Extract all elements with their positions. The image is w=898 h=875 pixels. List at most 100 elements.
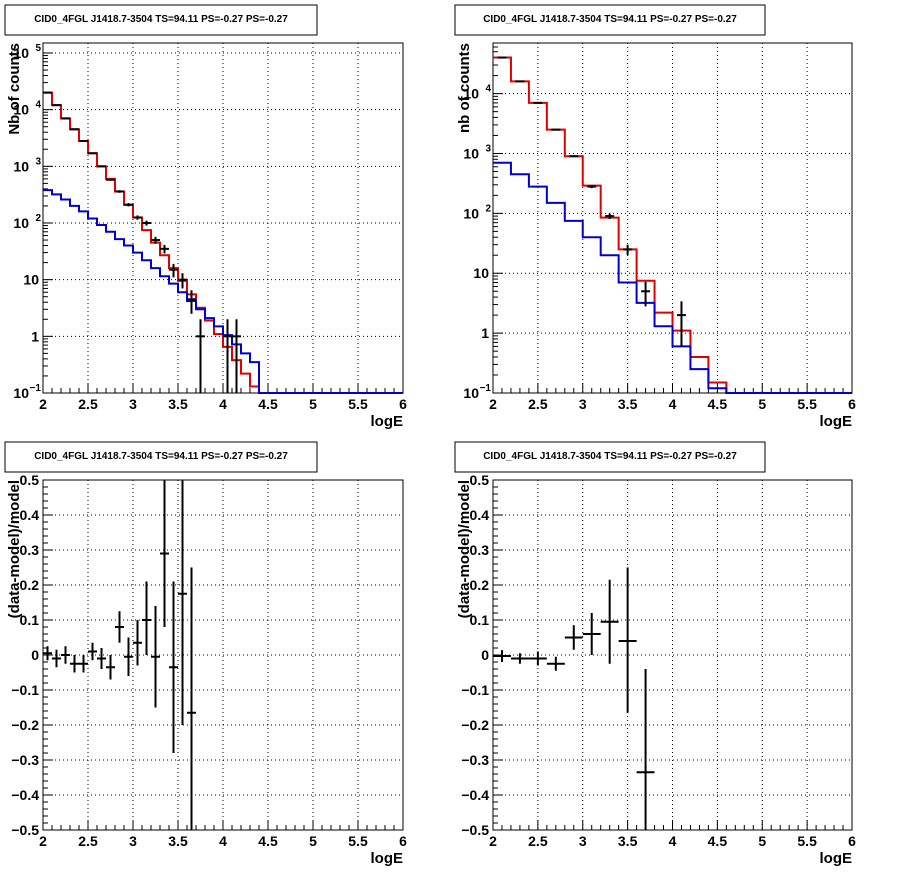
y-axis-label: nb of counts bbox=[456, 43, 473, 133]
x-tick-label: 4 bbox=[669, 833, 677, 849]
y-tick-label: 0.3 bbox=[470, 542, 490, 558]
data-point bbox=[493, 650, 511, 662]
data-point bbox=[169, 263, 178, 278]
x-tick-label: 4 bbox=[669, 396, 677, 412]
y-tick-label: 0.1 bbox=[20, 612, 40, 628]
data-point bbox=[178, 273, 187, 289]
x-tick-label: 3 bbox=[129, 396, 137, 412]
x-tick-label: 3.5 bbox=[618, 396, 638, 412]
x-tick-label: 2.5 bbox=[528, 396, 548, 412]
y-tick-label: 0.2 bbox=[470, 577, 490, 593]
y-tick-exponent: 3 bbox=[485, 143, 491, 154]
data-point bbox=[587, 185, 597, 189]
y-tick-label: −0.5 bbox=[461, 822, 489, 838]
y-tick-label: 10 bbox=[13, 45, 29, 61]
y-tick-label: 0.4 bbox=[470, 507, 490, 523]
y-tick-label: 10 bbox=[13, 158, 29, 174]
data-point bbox=[600, 579, 619, 664]
data-point bbox=[569, 155, 579, 158]
y-tick-label: 0.5 bbox=[20, 472, 40, 488]
data-point bbox=[641, 281, 651, 307]
x-tick-label: 6 bbox=[399, 833, 407, 849]
data-point bbox=[528, 651, 547, 666]
y-tick-label: 10 bbox=[13, 385, 29, 401]
chart-panel-3: CID0_4FGL J1418.7-3504 TS=94.11 PS=-0.27… bbox=[4, 441, 407, 867]
y-tick-label: −0.3 bbox=[461, 752, 489, 768]
y-tick-label: −0.3 bbox=[11, 752, 39, 768]
data-point bbox=[196, 319, 205, 393]
x-tick-label: 5.5 bbox=[797, 396, 817, 412]
data-point bbox=[623, 244, 633, 256]
x-tick-label: 6 bbox=[848, 396, 856, 412]
x-tick-label: 2 bbox=[489, 396, 497, 412]
y-tick-label: 10 bbox=[463, 86, 479, 102]
y-tick-label: 10 bbox=[463, 385, 479, 401]
x-tick-label: 3 bbox=[129, 833, 137, 849]
title-box bbox=[454, 441, 766, 473]
data-point bbox=[151, 606, 160, 708]
data-point bbox=[142, 220, 151, 226]
data-point bbox=[636, 669, 655, 830]
x-axis-label: logE bbox=[820, 850, 853, 867]
x-tick-label: 3.5 bbox=[168, 833, 188, 849]
data-point bbox=[133, 620, 142, 666]
y-tick-label: 0.4 bbox=[20, 507, 40, 523]
y-tick-exponent: 4 bbox=[35, 100, 41, 111]
x-tick-label: 4.5 bbox=[708, 833, 728, 849]
y-tick-label: 0.2 bbox=[20, 577, 40, 593]
x-tick-label: 4 bbox=[219, 396, 227, 412]
data-point bbox=[187, 290, 196, 314]
y-tick-label: 10 bbox=[13, 215, 29, 231]
data-point bbox=[61, 646, 70, 664]
x-tick-label: 5 bbox=[309, 396, 317, 412]
data-point bbox=[115, 611, 124, 643]
x-tick-label: 2.5 bbox=[78, 833, 98, 849]
data-point bbox=[232, 319, 241, 393]
y-tick-exponent: 4 bbox=[485, 84, 491, 95]
chart-panel-2: CID0_4FGL J1418.7-3504 TS=94.11 PS=-0.27… bbox=[454, 4, 856, 430]
chart-panel-1: CID0_4FGL J1418.7-3504 TS=94.11 PS=-0.27… bbox=[4, 4, 407, 430]
data-point bbox=[582, 613, 601, 655]
data-point bbox=[551, 128, 561, 131]
data-point bbox=[97, 165, 106, 168]
chart-title: CID0_4FGL J1418.7-3504 TS=94.11 PS=-0.27… bbox=[483, 451, 737, 462]
data-point bbox=[97, 648, 106, 669]
data-point bbox=[187, 567, 196, 830]
data-point bbox=[160, 244, 169, 254]
y-tick-label: −0.1 bbox=[11, 682, 39, 698]
x-axis-label: logE bbox=[820, 413, 853, 430]
data-point bbox=[70, 128, 79, 131]
data-point bbox=[124, 203, 133, 207]
x-tick-label: 5 bbox=[309, 833, 317, 849]
y-tick-label: 1 bbox=[481, 325, 489, 341]
x-tick-label: 3.5 bbox=[618, 833, 638, 849]
title-box bbox=[4, 441, 318, 473]
data-point bbox=[124, 637, 133, 676]
data-point bbox=[618, 567, 637, 713]
x-tick-label: 5 bbox=[758, 396, 766, 412]
chart-title: CID0_4FGL J1418.7-3504 TS=94.11 PS=-0.27… bbox=[34, 14, 288, 25]
y-tick-label: −0.1 bbox=[461, 682, 489, 698]
data-point bbox=[79, 655, 88, 673]
chart-title: CID0_4FGL J1418.7-3504 TS=94.11 PS=-0.27… bbox=[483, 14, 737, 25]
y-tick-exponent: 2 bbox=[35, 213, 41, 224]
x-tick-label: 5 bbox=[758, 833, 766, 849]
y-tick-exponent: 3 bbox=[35, 156, 41, 167]
data-point bbox=[70, 655, 79, 673]
y-tick-label: 10 bbox=[13, 102, 29, 118]
x-tick-label: 4.5 bbox=[708, 396, 728, 412]
y-axis-label: (data-model)/model bbox=[456, 480, 473, 618]
x-tick-label: 5.5 bbox=[348, 396, 368, 412]
data-point bbox=[605, 213, 615, 220]
y-tick-label: −0.5 bbox=[11, 822, 39, 838]
y-tick-label: 0.5 bbox=[470, 472, 490, 488]
chart-title: CID0_4FGL J1418.7-3504 TS=94.11 PS=-0.27… bbox=[34, 451, 288, 462]
title-box bbox=[454, 4, 766, 36]
y-tick-label: −0.2 bbox=[461, 717, 489, 733]
x-tick-label: 3 bbox=[579, 833, 587, 849]
data-point bbox=[178, 480, 187, 725]
data-point bbox=[88, 152, 97, 155]
data-point bbox=[88, 642, 97, 661]
data-point bbox=[52, 649, 61, 668]
